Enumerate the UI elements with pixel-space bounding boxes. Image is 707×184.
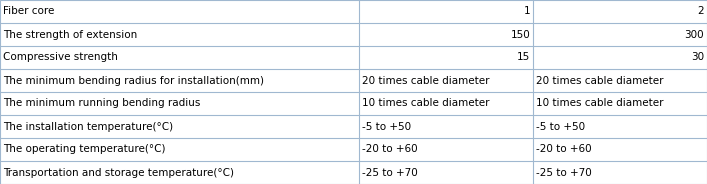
Text: 20 times cable diameter: 20 times cable diameter <box>362 75 489 86</box>
Text: Fiber core: Fiber core <box>3 6 54 17</box>
Text: -5 to +50: -5 to +50 <box>362 121 411 132</box>
Text: -25 to +70: -25 to +70 <box>362 167 418 178</box>
Text: Compressive strength: Compressive strength <box>3 52 117 63</box>
Text: 300: 300 <box>684 29 704 40</box>
Text: 2: 2 <box>698 6 704 17</box>
Text: 150: 150 <box>510 29 530 40</box>
Text: -20 to +60: -20 to +60 <box>362 144 418 155</box>
Text: 30: 30 <box>691 52 704 63</box>
Text: -25 to +70: -25 to +70 <box>536 167 592 178</box>
Text: 10 times cable diameter: 10 times cable diameter <box>362 98 489 109</box>
Text: The operating temperature(°C): The operating temperature(°C) <box>3 144 165 155</box>
Text: The installation temperature(°C): The installation temperature(°C) <box>3 121 173 132</box>
Text: -5 to +50: -5 to +50 <box>536 121 585 132</box>
Text: 1: 1 <box>524 6 530 17</box>
Text: Transportation and storage temperature(°C): Transportation and storage temperature(°… <box>3 167 234 178</box>
Text: The minimum bending radius for installation(mm): The minimum bending radius for installat… <box>3 75 264 86</box>
Text: -20 to +60: -20 to +60 <box>536 144 592 155</box>
Text: 15: 15 <box>517 52 530 63</box>
Text: The strength of extension: The strength of extension <box>3 29 137 40</box>
Text: The minimum running bending radius: The minimum running bending radius <box>3 98 200 109</box>
Text: 20 times cable diameter: 20 times cable diameter <box>536 75 663 86</box>
Text: 10 times cable diameter: 10 times cable diameter <box>536 98 663 109</box>
